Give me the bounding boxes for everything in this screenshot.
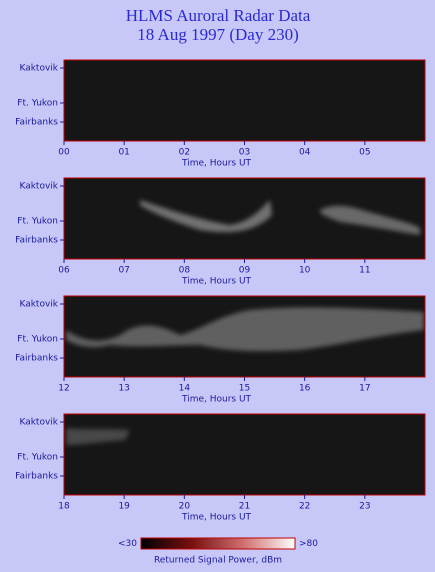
station-label: Kaktovik	[19, 64, 58, 74]
colorbar-tick-label: >80	[299, 539, 318, 549]
station-label: Ft. Yukon	[17, 217, 58, 227]
heatmap-panel	[64, 414, 425, 495]
station-label: Fairbanks	[15, 236, 58, 246]
x-tick-label: 20	[179, 502, 191, 512]
station-label: Kaktovik	[19, 182, 58, 192]
station-label: Ft. Yukon	[17, 99, 58, 109]
x-tick-label: 03	[239, 148, 250, 158]
colorbar-label: Returned Signal Power, dBm	[154, 556, 282, 566]
x-tick-label: 09	[239, 266, 251, 276]
x-tick-label: 22	[299, 502, 310, 512]
x-tick-label: 02	[179, 148, 190, 158]
x-tick-label: 23	[359, 502, 370, 512]
x-tick-label: 19	[118, 502, 130, 512]
echo	[66, 307, 424, 352]
x-tick-label: 07	[118, 266, 129, 276]
x-tick-label: 01	[118, 148, 129, 158]
x-tick-label: 06	[58, 266, 70, 276]
x-tick-label: 17	[359, 384, 370, 394]
x-tick-label: 21	[239, 502, 250, 512]
echo	[320, 205, 420, 235]
x-tick-label: 10	[299, 266, 311, 276]
x-tick-label: 11	[359, 266, 370, 276]
title: 18 Aug 1997 (Day 230)	[137, 25, 298, 44]
x-tick-label: 05	[359, 148, 370, 158]
x-axis-label: Time, Hours UT	[181, 513, 252, 523]
title: HLMS Auroral Radar Data	[126, 6, 311, 25]
x-axis-label: Time, Hours UT	[181, 159, 252, 169]
station-label: Ft. Yukon	[17, 335, 58, 345]
x-tick-label: 13	[118, 384, 129, 394]
x-tick-label: 18	[58, 502, 70, 512]
x-tick-label: 12	[58, 384, 69, 394]
station-label: Ft. Yukon	[17, 453, 58, 463]
x-axis-label: Time, Hours UT	[181, 395, 252, 405]
heatmap-panel	[64, 60, 425, 141]
x-tick-label: 04	[299, 148, 311, 158]
station-label: Fairbanks	[15, 354, 58, 364]
x-tick-label: 16	[299, 384, 311, 394]
x-tick-label: 14	[179, 384, 191, 394]
station-label: Kaktovik	[19, 418, 58, 428]
station-label: Fairbanks	[15, 472, 58, 482]
x-tick-label: 00	[58, 148, 70, 158]
x-tick-label: 15	[239, 384, 250, 394]
colorbar	[140, 537, 296, 550]
x-tick-label: 08	[179, 266, 191, 276]
colorbar-tick-label: <30	[118, 539, 137, 549]
radar-echoes	[66, 200, 424, 445]
station-label: Fairbanks	[15, 118, 58, 128]
echo	[140, 200, 272, 233]
station-label: Kaktovik	[19, 300, 58, 310]
x-axis-label: Time, Hours UT	[181, 277, 252, 287]
echo	[66, 428, 130, 445]
